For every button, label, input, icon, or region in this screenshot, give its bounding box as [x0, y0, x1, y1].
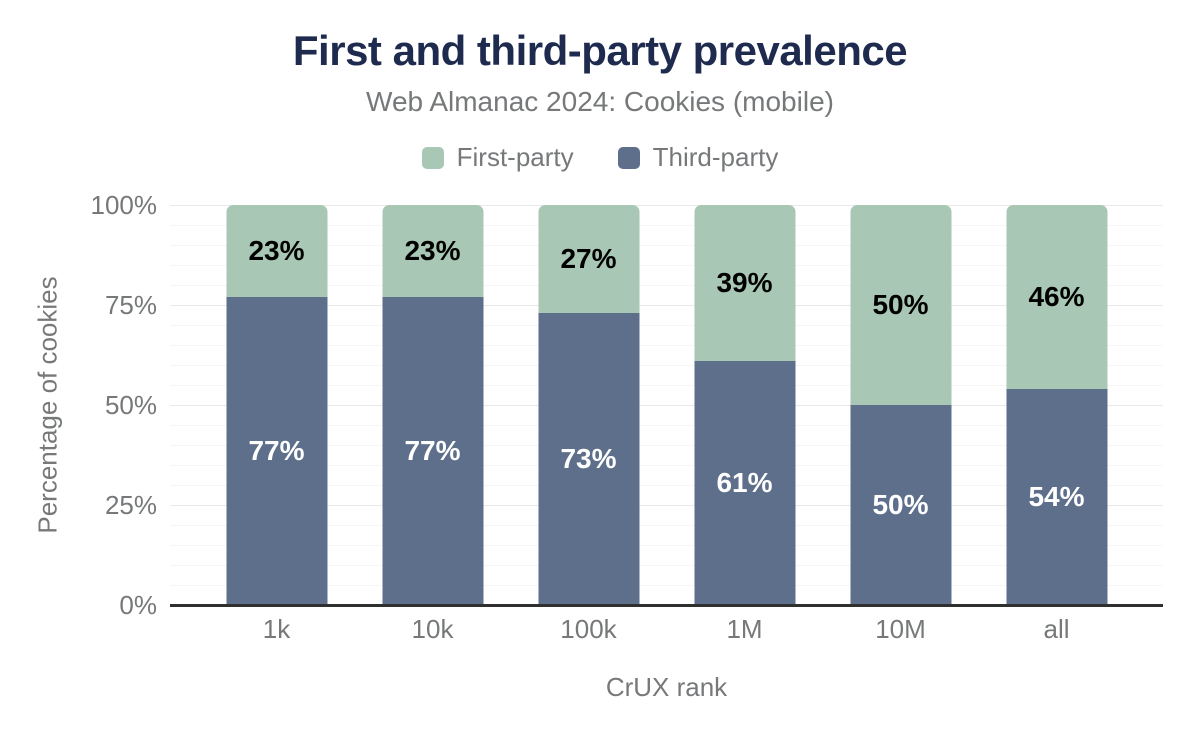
y-tick-label: 100% — [90, 190, 158, 220]
y-tick-label: 25% — [104, 490, 157, 520]
gridline-minor — [170, 284, 1163, 286]
gridline-minor — [170, 244, 1163, 246]
segment-value-label: 54% — [1028, 481, 1085, 512]
legend-label: Third-party — [652, 142, 779, 172]
y-tick-label: 75% — [104, 290, 157, 320]
gridline-minor — [170, 224, 1163, 226]
y-tick-label: 0% — [119, 590, 157, 620]
gridline-major — [170, 404, 1163, 406]
bar-10k: 77% 23% — [355, 205, 511, 605]
legend-item-third-party[interactable]: Third-party — [617, 142, 779, 173]
y-tick-label: 50% — [104, 390, 157, 420]
gridline-minor — [170, 564, 1163, 566]
x-tick-label-1m: 1M — [726, 614, 763, 644]
bar-segment-third-party-1k[interactable]: 77% — [226, 297, 327, 605]
legend-item-first-party[interactable]: First-party — [421, 142, 574, 173]
gridline-minor — [170, 544, 1163, 546]
x-tick-label-10m: 10M — [875, 614, 926, 644]
gridline-minor — [170, 344, 1163, 346]
gridline-minor — [170, 584, 1163, 586]
x-tick-label-all: all — [1043, 614, 1070, 644]
segment-value-label: 77% — [248, 435, 305, 466]
bar-segment-third-party-10k[interactable]: 77% — [382, 297, 483, 605]
gridline-minor — [170, 424, 1163, 426]
segment-value-label: 50% — [872, 289, 929, 320]
gridline-major — [170, 204, 1163, 206]
gridline-minor — [170, 384, 1163, 386]
chart-subtitle: Web Almanac 2024: Cookies (mobile) — [366, 86, 834, 117]
bar-segment-first-party-10k[interactable]: 23% — [382, 205, 483, 297]
segment-value-label: 77% — [404, 435, 461, 466]
x-axis-title: CrUX rank — [605, 672, 728, 702]
segment-value-label: 50% — [872, 489, 929, 520]
segment-value-label: 61% — [716, 467, 773, 498]
gridline-minor — [170, 324, 1163, 326]
x-tick-label-100k: 100k — [560, 614, 617, 644]
gridline-minor — [170, 264, 1163, 266]
bar-10m: 50% 50% — [823, 205, 979, 605]
segment-value-label: 27% — [560, 243, 617, 274]
segment-value-label: 39% — [716, 267, 773, 298]
bar-all: 54% 46% — [979, 205, 1135, 605]
plot-area: 77% 23% 77% 23% 73% 27% 61% 39% 50% 50% 54% 46% — [170, 204, 1163, 607]
gridline-major — [170, 504, 1163, 506]
bar-segment-third-party-1m[interactable]: 61% — [694, 361, 795, 605]
gridline-minor — [170, 524, 1163, 526]
bar-segment-first-party-all[interactable]: 46% — [1006, 205, 1107, 389]
bar-segment-third-party-all[interactable]: 54% — [1006, 389, 1107, 605]
gridline-minor — [170, 484, 1163, 486]
bar-1m: 61% 39% — [667, 205, 823, 605]
gridline-minor — [170, 364, 1163, 366]
segment-value-label: 23% — [248, 235, 305, 266]
x-tick-label-1k: 1k — [262, 614, 291, 644]
bar-segment-first-party-1k[interactable]: 23% — [226, 205, 327, 297]
legend-label: First-party — [456, 142, 574, 172]
segment-value-label: 23% — [404, 235, 461, 266]
gridline-minor — [170, 444, 1163, 446]
bar-1k: 77% 23% — [199, 205, 355, 605]
legend-swatch-icon — [617, 146, 640, 169]
gridline-minor — [170, 464, 1163, 466]
x-tick-label-10k: 10k — [411, 614, 454, 644]
bar-100k: 73% 27% — [511, 205, 667, 605]
bar-segment-first-party-1m[interactable]: 39% — [694, 205, 795, 361]
bars-layer: 77% 23% 77% 23% 73% 27% 61% 39% 50% 50% 54% 46% — [170, 205, 1163, 605]
legend: First-party Third-party — [0, 142, 1200, 173]
bar-segment-first-party-100k[interactable]: 27% — [538, 205, 639, 313]
segment-value-label: 46% — [1028, 281, 1085, 312]
x-axis-line — [170, 604, 1163, 607]
segment-value-label: 73% — [560, 443, 617, 474]
bar-segment-third-party-10m[interactable]: 50% — [850, 405, 951, 605]
bar-segment-first-party-10m[interactable]: 50% — [850, 205, 951, 405]
chart-title: First and third-party prevalence — [292, 27, 908, 74]
gridline-major — [170, 304, 1163, 306]
bar-segment-third-party-100k[interactable]: 73% — [538, 313, 639, 605]
legend-swatch-icon — [421, 146, 444, 169]
